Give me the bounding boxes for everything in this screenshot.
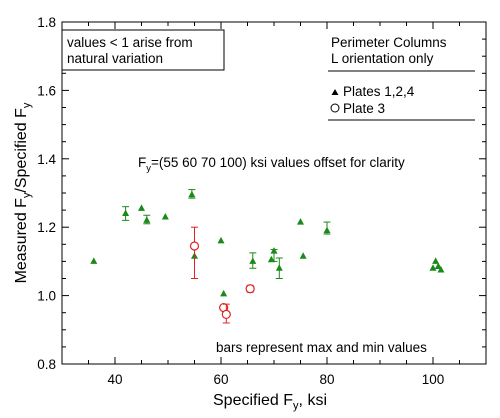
x-tick-label: 80	[319, 372, 334, 387]
data-point-plates-124	[267, 255, 275, 263]
y-tick-label: 1.0	[37, 289, 56, 304]
data-point-plates-124	[220, 289, 228, 297]
legend-label-plates-124: Plates 1,2,4	[343, 84, 415, 99]
y-axis-title-mid: /Specified F	[13, 108, 30, 193]
y-axis-title-main: Measured F	[13, 198, 30, 284]
y-axis-title-sub2: y	[21, 102, 33, 108]
y-tick-label: 1.4	[37, 152, 56, 167]
x-axis-title-main: Specified F	[213, 392, 293, 409]
data-point-plates-124	[249, 257, 257, 264]
data-point-plates-124	[434, 262, 442, 270]
data-marks	[90, 189, 445, 324]
note-box-left	[61, 29, 225, 71]
data-point-plates-124	[275, 264, 283, 271]
y-tick-label: 1.2	[37, 220, 56, 235]
data-point-plate-3	[189, 241, 200, 251]
x-axis-title-sub: y	[293, 400, 299, 412]
data-point-plates-124	[270, 247, 278, 254]
data-point-plates-124	[138, 204, 145, 211]
y-axis-title: Measured Fy/Specified Fy	[13, 102, 33, 283]
y-axis-title-sub1: y	[21, 192, 33, 198]
legend-triangle-marker	[331, 89, 339, 95]
y-tick-label: 1.8	[37, 15, 56, 30]
data-point-plates-124	[429, 264, 437, 271]
offset-note-main: F	[138, 155, 146, 170]
data-point-plates-124	[188, 190, 196, 198]
data-point-plate-3	[245, 284, 255, 294]
y-tick-label: 1.6	[37, 83, 56, 98]
note-left-line2: natural variation	[67, 51, 163, 66]
bars-note: bars represent max and min values	[216, 340, 427, 355]
x-tick-label: 100	[422, 372, 445, 387]
offset-note: Fy=(55 60 70 100) ksi values offset for …	[138, 155, 405, 174]
plot-frame	[61, 21, 487, 365]
data-point-plates-124	[143, 216, 151, 223]
offset-note-tail: =(55 60 70 100) ksi values offset for cl…	[151, 155, 405, 170]
data-point-plates-124	[299, 252, 307, 259]
data-point-plate-3	[221, 309, 231, 320]
offset-note-sub: y	[146, 163, 151, 174]
y-tick-label: 0.8	[37, 357, 56, 372]
legend-label-plate-3: Plate 3	[343, 101, 385, 116]
data-point-plates-124	[122, 209, 130, 217]
legend-circle-marker	[330, 103, 340, 113]
data-point-plates-124	[161, 212, 169, 220]
data-point-plates-124	[297, 218, 304, 225]
data-point-plates-124	[437, 265, 445, 273]
note-left-line1: values < 1 arise from	[67, 35, 193, 50]
x-axis-title: Specified Fy, ksi	[213, 392, 327, 412]
data-point-plates-124	[217, 236, 225, 244]
data-point-plates-124	[90, 257, 98, 264]
x-tick-label: 60	[213, 372, 228, 387]
x-tick-label: 40	[107, 372, 122, 387]
data-point-plates-124	[323, 226, 331, 234]
x-axis-title-tail: , ksi	[299, 392, 327, 409]
note-right-line1: Perimeter Columns	[331, 35, 447, 50]
data-point-plates-124	[432, 257, 440, 264]
axis-ticks: 40 60 80 100 0.8 1.0 1.2 1.4 1.6 1.8	[37, 15, 487, 387]
note-right-line2: L orientation only	[331, 51, 434, 66]
